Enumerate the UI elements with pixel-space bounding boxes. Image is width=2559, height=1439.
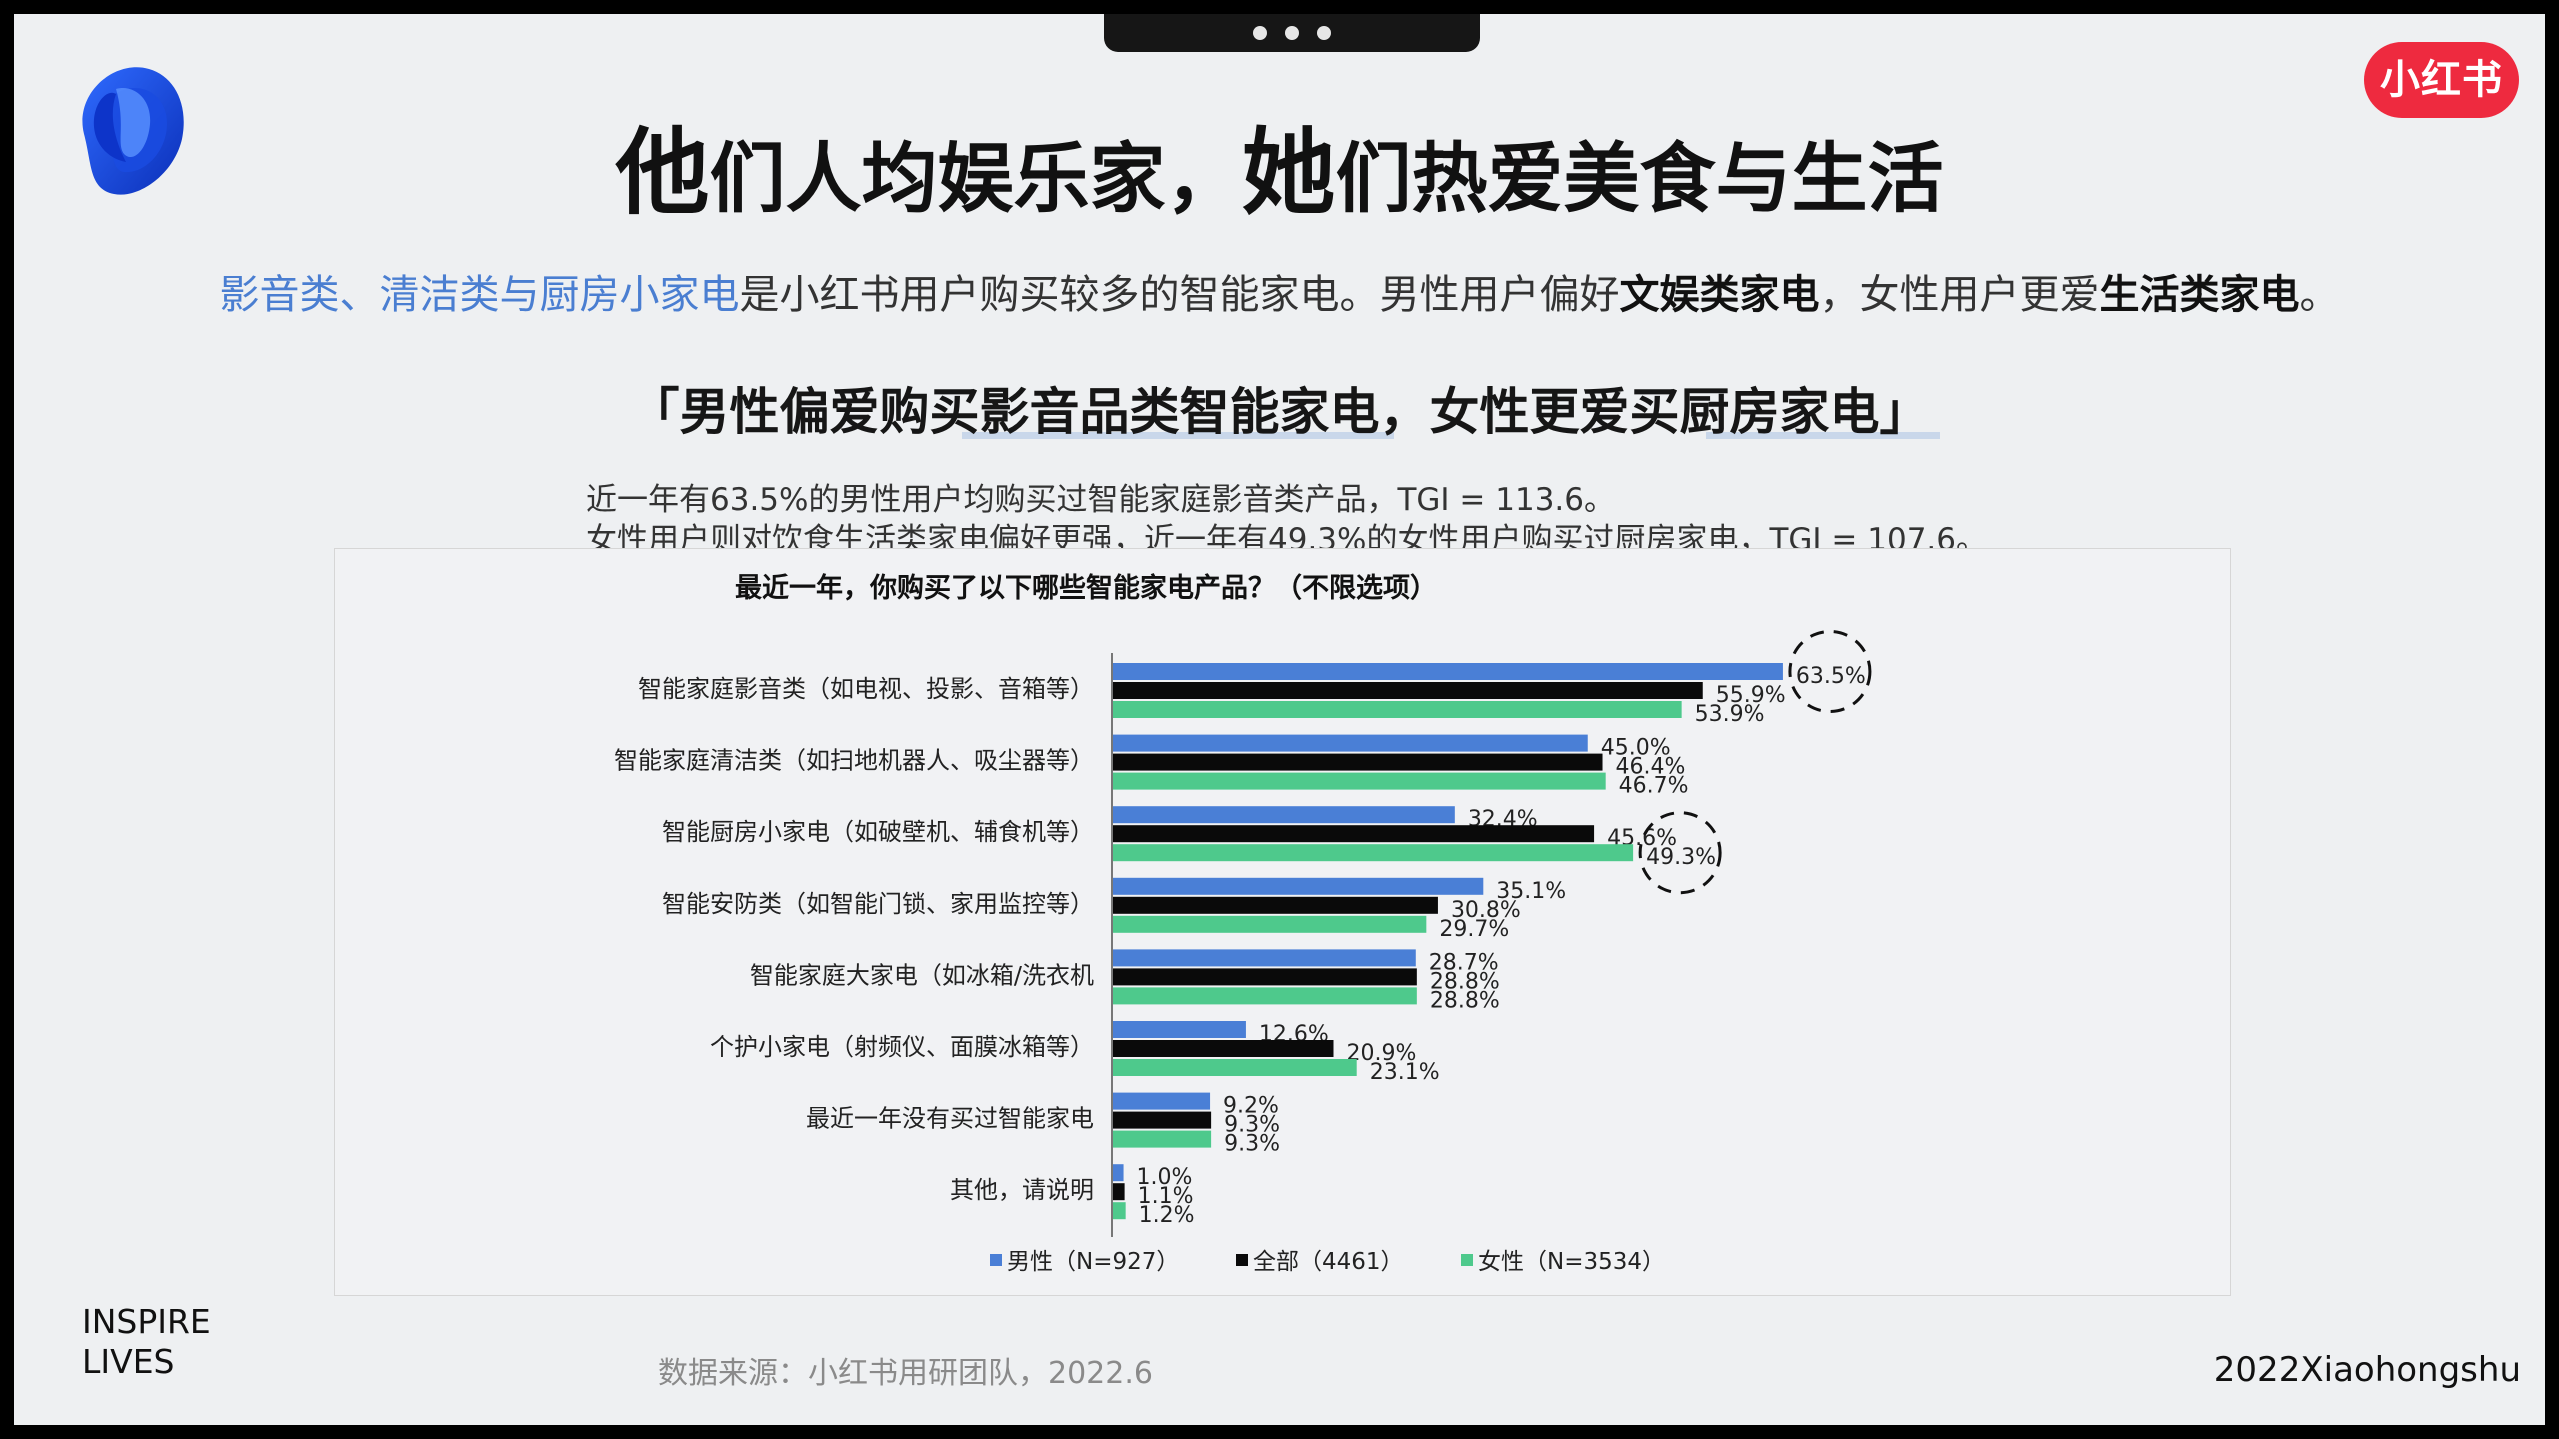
data-label: 28.8% <box>1430 969 1500 994</box>
data-label: 30.8% <box>1451 898 1521 923</box>
bar-chart: 最近一年，你购买了以下哪些智能家电产品？（不限选项） 智能家庭影音类（如电视、投… <box>614 572 1872 1275</box>
bar <box>1113 949 1416 967</box>
bar <box>1113 896 1438 914</box>
bar <box>1113 701 1682 718</box>
bar <box>1113 915 1427 933</box>
slide: 小红书 他们人均娱乐家，她们热爱美食与生活 影音类、清洁类与厨房小家电是小红书用… <box>14 14 2545 1425</box>
category-label: 其他，请说明 <box>950 1176 1094 1204</box>
highlight-circle <box>1638 811 1722 895</box>
bar <box>1113 1164 1124 1182</box>
category-label: 个护小家电（射频仪、面膜冰箱等） <box>710 1033 1094 1061</box>
data-label: 28.7% <box>1429 950 1499 975</box>
data-label: 53.9% <box>1695 702 1765 727</box>
bar <box>1113 1040 1334 1057</box>
bar <box>1113 734 1588 752</box>
dot-icon <box>1253 26 1267 40</box>
legend-swatch <box>990 1254 1002 1266</box>
data-source-note: 数据来源：小红书用研团队，2022.6 <box>658 1356 1153 1391</box>
chart-panel: 最近一年，你购买了以下哪些智能家电产品？（不限选项） 智能家庭影音类（如电视、投… <box>334 548 2231 1296</box>
data-label: 1.2% <box>1139 1203 1195 1228</box>
bar <box>1113 825 1595 843</box>
data-label: 45.0% <box>1601 736 1671 761</box>
dot-icon <box>1285 26 1299 40</box>
inspire-lives-tagline: INSPIRE LIVES <box>82 1302 211 1381</box>
data-label: 46.4% <box>1616 755 1686 780</box>
bar <box>1113 1111 1212 1129</box>
bar <box>1113 1059 1357 1076</box>
bar <box>1113 753 1603 771</box>
brand-logo-icon <box>82 67 184 195</box>
category-label: 智能家庭清洁类（如扫地机器人、吸尘器等） <box>614 747 1094 775</box>
bar <box>1113 968 1417 986</box>
data-label: 1.1% <box>1138 1184 1194 1209</box>
bar <box>1113 877 1484 895</box>
data-label: 9.3% <box>1224 1113 1280 1138</box>
bar <box>1113 844 1634 862</box>
category-label: 智能厨房小家电（如破壁机、辅食机等） <box>662 818 1094 846</box>
chart-legend: 男性（N=927） 全部（4461） 女性（N=3534） <box>990 1249 1665 1275</box>
data-label: 1.0% <box>1137 1165 1193 1190</box>
page-subtitle: 影音类、清洁类与厨房小家电是小红书用户购买较多的智能家电。男性用户偏好文娱类家电… <box>219 272 2340 318</box>
bar <box>1113 806 1455 824</box>
data-label: 35.1% <box>1496 879 1566 904</box>
category-label: 最近一年没有买过智能家电 <box>806 1105 1094 1133</box>
bar <box>1113 987 1417 1005</box>
data-label: 55.9% <box>1716 683 1786 708</box>
window-options-bar[interactable] <box>1104 14 1480 52</box>
dot-icon <box>1317 26 1331 40</box>
data-label: 63.5% <box>1796 664 1866 689</box>
legend-swatch <box>1236 1254 1248 1266</box>
data-label: 23.1% <box>1370 1060 1440 1085</box>
category-label: 智能家庭大家电（如冰箱/洗衣机 <box>750 961 1094 989</box>
xiaohongshu-badge: 小红书 <box>2364 42 2519 118</box>
bar <box>1113 1021 1246 1038</box>
bar <box>1113 1183 1125 1201</box>
legend-swatch <box>1461 1254 1473 1266</box>
data-label: 28.8% <box>1430 988 1500 1013</box>
plot-area: 智能家庭影音类（如电视、投影、音箱等） 63.5% 55.9%53.9% 智能家庭清洁… <box>614 630 1872 1228</box>
bar <box>1113 1130 1212 1148</box>
bar <box>1113 772 1606 790</box>
data-label: 49.3% <box>1646 845 1716 870</box>
chart-title: 最近一年，你购买了以下哪些智能家电产品？（不限选项） <box>735 572 1437 604</box>
highlight-underline <box>1706 432 1940 439</box>
bar <box>1113 1092 1211 1110</box>
category-label: 智能安防类（如智能门锁、家用监控等） <box>662 890 1094 918</box>
legend-label: 全部（4461） <box>1253 1249 1404 1275</box>
legend-label: 女性（N=3534） <box>1478 1249 1665 1275</box>
data-label: 9.2% <box>1223 1094 1279 1119</box>
highlight-underline <box>962 432 1394 439</box>
data-label: 20.9% <box>1346 1041 1416 1066</box>
data-label: 29.7% <box>1439 917 1509 942</box>
legend-label: 男性（N=927） <box>1007 1249 1179 1275</box>
data-label: 46.7% <box>1619 774 1689 799</box>
highlight-circle <box>1788 630 1872 713</box>
brand-year-label: 2022Xiaohongshu <box>2213 1350 2521 1390</box>
data-label: 9.3% <box>1224 1132 1280 1157</box>
bar <box>1113 1202 1126 1220</box>
category-label: 智能家庭影音类（如电视、投影、音箱等） <box>638 675 1094 703</box>
bar <box>1113 682 1703 699</box>
page-title: 他们人均娱乐家，她们热爱美食与生活 <box>615 119 1944 228</box>
bar <box>1113 663 1783 680</box>
section-heading: 「男性偏爱购买影音品类智能家电，女性更爱买厨房家电」 <box>629 383 1930 441</box>
